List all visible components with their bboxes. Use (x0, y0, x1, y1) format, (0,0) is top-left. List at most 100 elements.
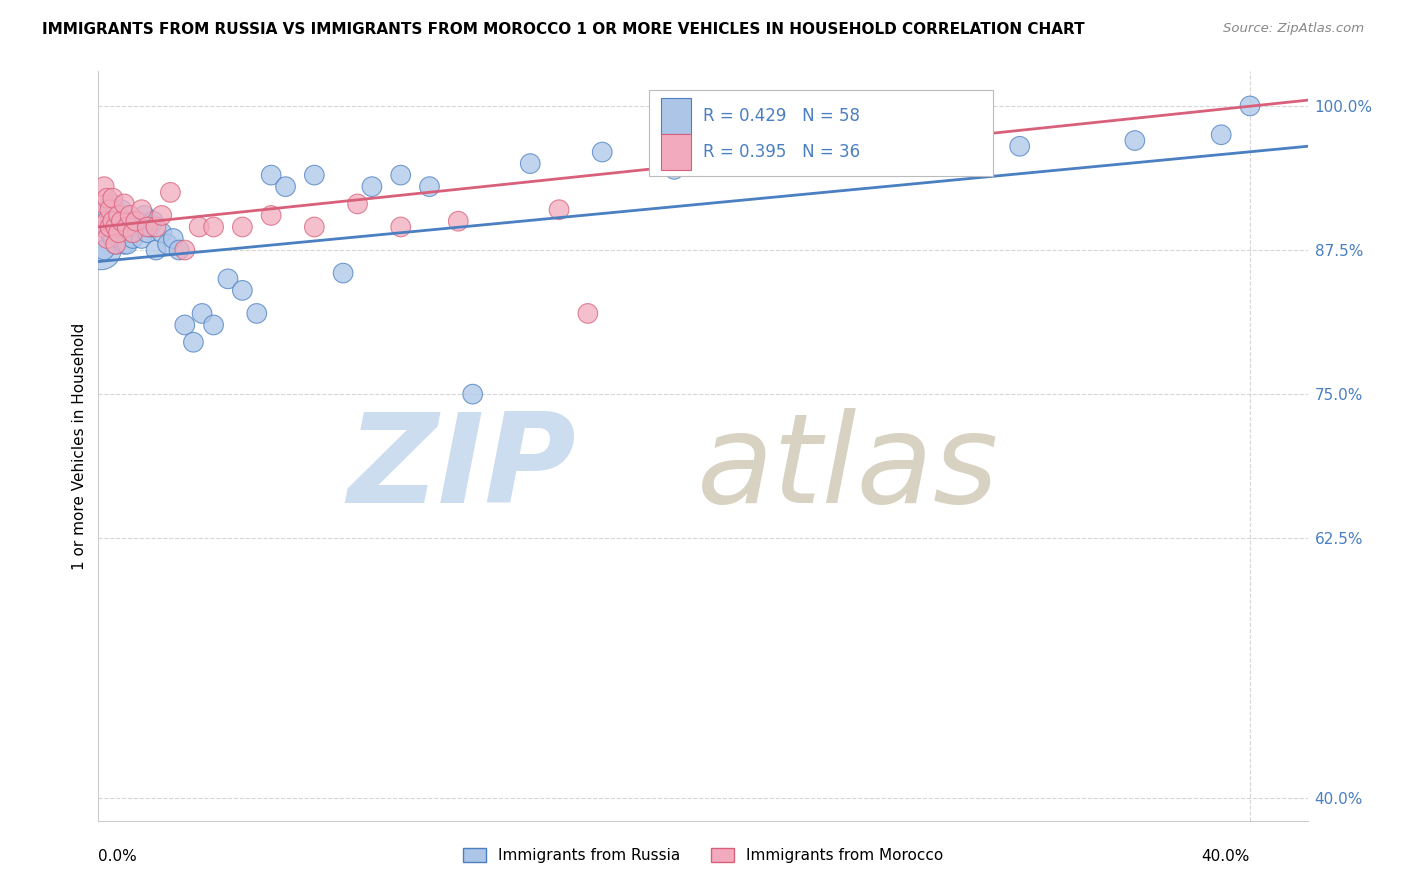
Point (778, 151, 800, 165)
Point (93, 197, 115, 211)
Point (115, 237, 138, 252)
Point (104, 237, 127, 252)
Point (110, 202, 132, 217)
Y-axis label: 1 or more Vehicles in Household: 1 or more Vehicles in Household (72, 322, 87, 570)
Point (461, 387, 484, 401)
Point (107, 226, 129, 240)
Point (304, 219, 326, 234)
Point (110, 214, 132, 228)
Point (136, 226, 159, 240)
FancyBboxPatch shape (661, 98, 690, 135)
Point (332, 266, 354, 280)
Point (191, 306, 214, 320)
Point (125, 219, 148, 234)
Point (98, 219, 121, 234)
Point (1211, 128, 1233, 142)
Point (183, 335, 205, 350)
Text: 40.0%: 40.0% (1202, 849, 1250, 864)
Point (98, 226, 121, 240)
Point (107, 209, 129, 223)
Point (260, 209, 283, 223)
Point (104, 219, 127, 234)
Text: ZIP: ZIP (347, 408, 576, 529)
Point (447, 214, 470, 228)
Point (122, 231, 145, 245)
Point (107, 231, 129, 245)
Point (101, 214, 124, 228)
Point (93, 243, 115, 257)
Point (104, 219, 127, 234)
Point (664, 162, 686, 177)
Point (122, 226, 145, 240)
Point (93, 179, 115, 194)
Text: R = 0.429   N = 58: R = 0.429 N = 58 (703, 107, 860, 125)
Point (136, 219, 159, 234)
Point (260, 168, 283, 182)
Point (188, 219, 211, 234)
Point (150, 209, 173, 223)
Point (173, 243, 195, 257)
Point (131, 231, 153, 245)
Text: atlas: atlas (697, 408, 1000, 529)
Point (246, 306, 269, 320)
Point (96, 219, 118, 234)
Point (131, 202, 153, 217)
Point (156, 237, 179, 252)
Point (101, 197, 124, 211)
Text: 0.0%: 0.0% (98, 849, 138, 864)
Point (274, 179, 297, 194)
FancyBboxPatch shape (661, 134, 690, 169)
Point (346, 197, 368, 211)
Point (134, 209, 156, 223)
Point (110, 219, 132, 234)
Point (90, 243, 112, 257)
Point (304, 168, 326, 182)
Point (98, 202, 121, 217)
Point (112, 214, 135, 228)
Legend: Immigrants from Russia, Immigrants from Morocco: Immigrants from Russia, Immigrants from … (457, 842, 949, 869)
Point (139, 219, 162, 234)
Point (231, 219, 253, 234)
Point (389, 168, 412, 182)
Point (519, 156, 541, 170)
FancyBboxPatch shape (648, 90, 993, 177)
Point (548, 202, 571, 217)
Point (1239, 99, 1261, 113)
Point (418, 179, 440, 194)
Point (101, 191, 124, 205)
Text: IMMIGRANTS FROM RUSSIA VS IMMIGRANTS FROM MOROCCO 1 OR MORE VEHICLES IN HOUSEHOL: IMMIGRANTS FROM RUSSIA VS IMMIGRANTS FRO… (42, 22, 1085, 37)
Point (96, 202, 118, 217)
Point (125, 214, 148, 228)
Point (162, 231, 184, 245)
Point (231, 284, 253, 298)
Point (389, 219, 412, 234)
Point (145, 219, 167, 234)
Point (1123, 134, 1146, 148)
Point (173, 318, 195, 332)
Point (142, 214, 165, 228)
Point (893, 145, 915, 159)
Point (115, 219, 138, 234)
Point (217, 272, 239, 286)
Point (576, 306, 599, 320)
Point (159, 186, 181, 200)
Point (104, 237, 127, 252)
Point (96, 231, 118, 245)
Point (104, 202, 127, 217)
Point (96, 214, 118, 228)
Point (101, 231, 124, 245)
Point (145, 243, 167, 257)
Point (128, 214, 150, 228)
Point (202, 219, 225, 234)
Point (361, 179, 384, 194)
Point (120, 209, 142, 223)
Point (202, 318, 225, 332)
Point (90, 219, 112, 234)
Point (1008, 139, 1031, 153)
Point (115, 219, 138, 234)
Point (101, 214, 124, 228)
Point (112, 237, 135, 252)
Point (167, 243, 190, 257)
Point (591, 145, 613, 159)
Point (150, 226, 173, 240)
